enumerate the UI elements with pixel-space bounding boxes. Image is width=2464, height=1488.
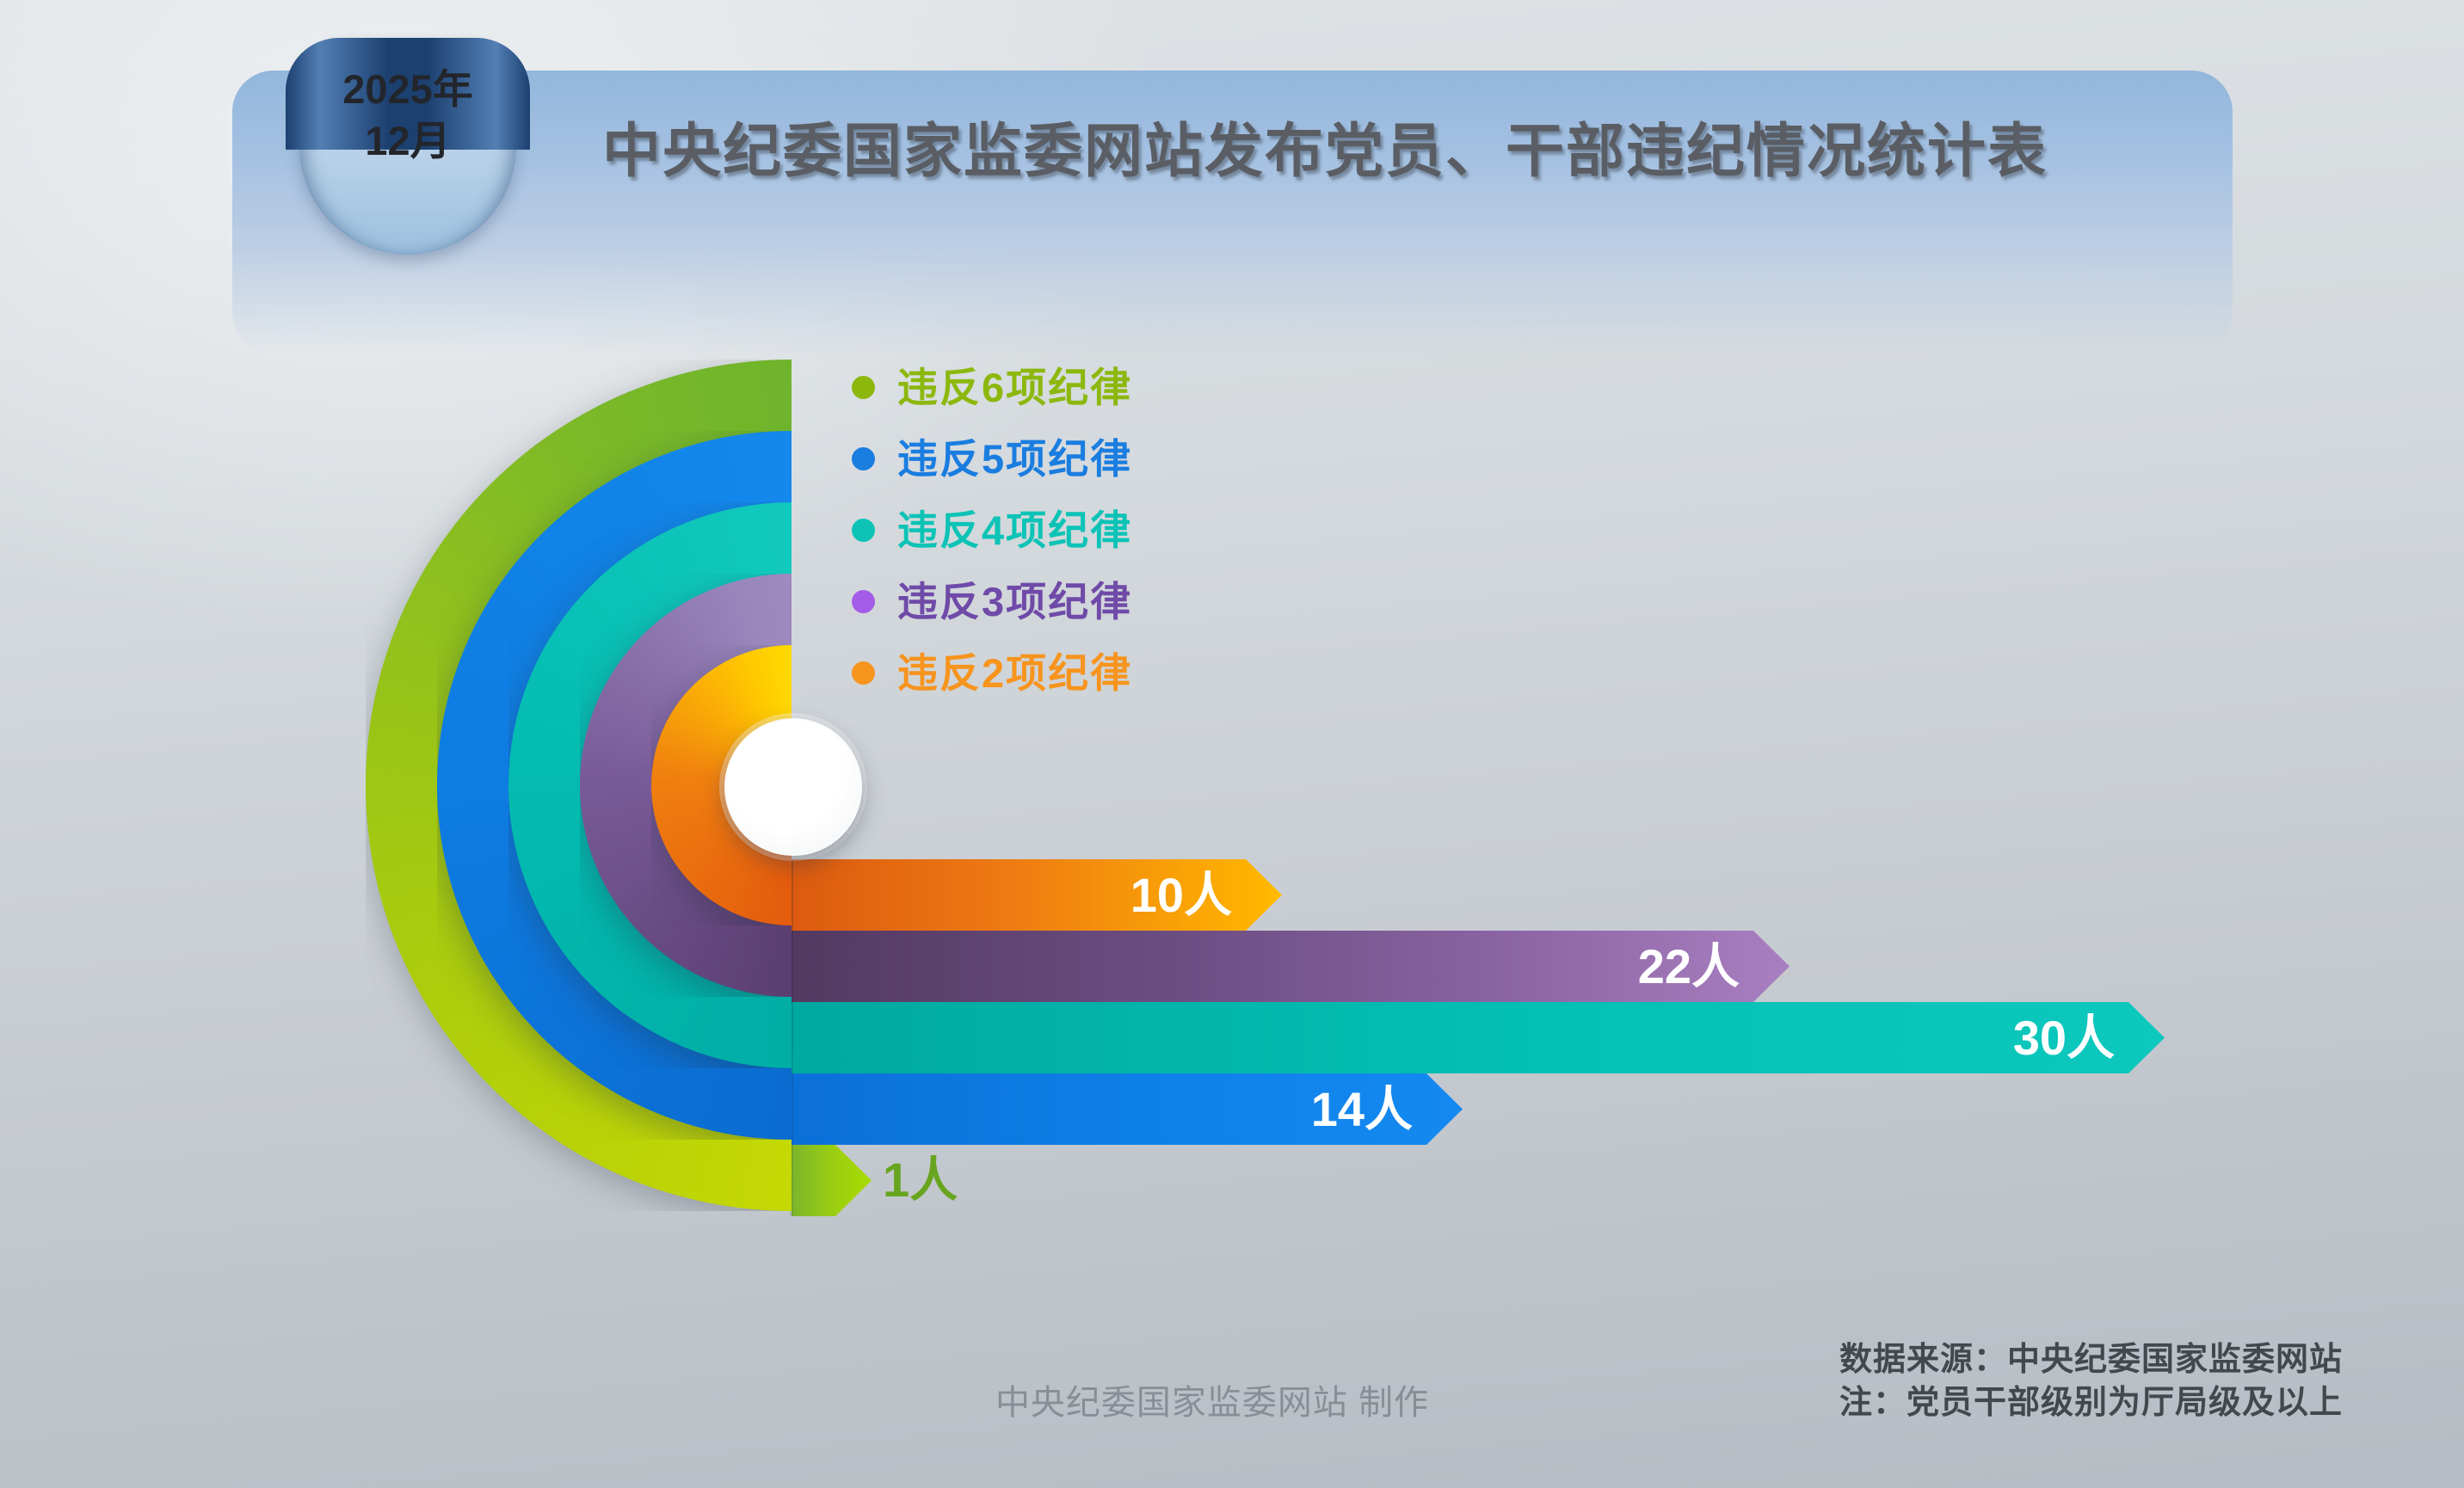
bar-value-label: 22人: [1637, 938, 1740, 993]
note-line: 注：党员干部级别为厅局级及以上: [1839, 1385, 2344, 1421]
period-year: 2025年: [342, 66, 473, 112]
legend-label: 违反4项纪律: [897, 507, 1133, 553]
date-ribbon-text: 2025年 12月: [299, 64, 516, 167]
legend-item-2-violations: 违反2项纪律: [852, 637, 1132, 709]
bar-3-violations: 22人: [792, 931, 1789, 1002]
legend-label: 违反3项纪律: [897, 579, 1133, 624]
legend-item-3-violations: 违反3项纪律: [852, 566, 1132, 637]
fold-seam: [790, 859, 793, 1216]
page-title: 中央纪委国家监委网站发布党员、干部违纪情况统计表: [601, 119, 2048, 184]
header-banner: [232, 71, 2233, 354]
bar-6-violations: [792, 1145, 872, 1216]
legend-item-5-violations: 违反5项纪律: [852, 423, 1132, 495]
bar-4-violations: 30人: [792, 1002, 2165, 1073]
bar-5-violations: 14人: [792, 1073, 1463, 1145]
legend-bullet-icon: [852, 661, 875, 685]
legend-bullet-icon: [852, 376, 875, 399]
bar-2-violations: 10人: [792, 859, 1282, 931]
bar-value-label-6-violations: 1人: [883, 1153, 958, 1207]
period-month: 12月: [365, 118, 451, 163]
producer-credit: 中央纪委国家监委网站 制作: [995, 1384, 1430, 1422]
legend-label: 违反5项纪律: [897, 436, 1133, 482]
legend-bullet-icon: [852, 519, 875, 542]
legend-label: 违反2项纪律: [897, 650, 1133, 696]
bar-value-label: 14人: [1310, 1081, 1413, 1136]
bar-value-label: 10人: [1130, 867, 1232, 922]
legend-bullet-icon: [852, 590, 875, 613]
date-ribbon: 2025年 12月: [286, 38, 530, 255]
data-source-line: 数据来源：中央纪委国家监委网站: [1839, 1342, 2344, 1378]
legend: 违反6项纪律 违反5项纪律 违反4项纪律 违反3项纪律 违反2项纪律: [852, 352, 1132, 709]
bar-value-label: 30人: [2012, 1010, 2115, 1065]
center-hub-circle: [724, 718, 862, 856]
legend-item-6-violations: 违反6项纪律: [852, 352, 1132, 423]
legend-item-4-violations: 违反4项纪律: [852, 495, 1132, 566]
legend-bullet-icon: [852, 447, 875, 470]
source-notes: 数据来源：中央纪委国家监委网站 注：党员干部级别为厅局级及以上: [1839, 1338, 2343, 1424]
legend-label: 违反6项纪律: [897, 365, 1133, 410]
